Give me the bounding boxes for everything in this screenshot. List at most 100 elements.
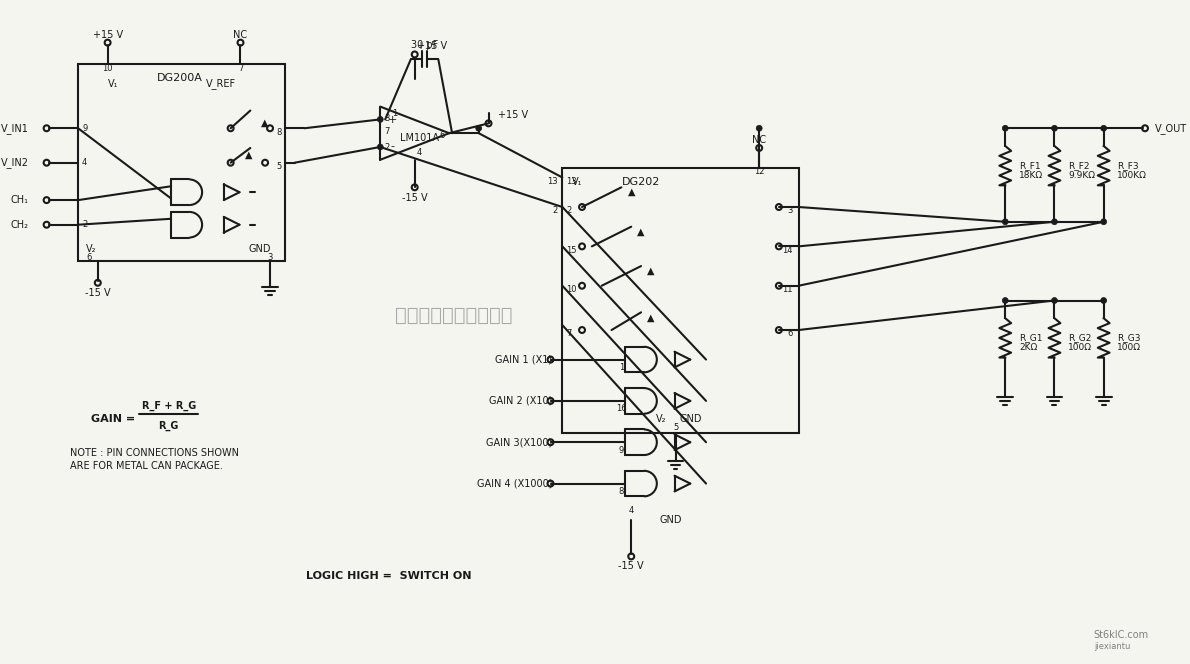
Circle shape xyxy=(377,116,383,122)
Text: 13: 13 xyxy=(546,177,557,186)
Text: 2: 2 xyxy=(552,207,557,215)
Text: -15 V: -15 V xyxy=(402,193,427,203)
Text: GND: GND xyxy=(679,414,702,424)
Text: CH₁: CH₁ xyxy=(11,195,29,205)
Text: V_IN1: V_IN1 xyxy=(1,123,29,133)
Text: 12: 12 xyxy=(754,167,764,176)
Text: 7: 7 xyxy=(566,329,571,339)
Text: GAIN 3(X100): GAIN 3(X100) xyxy=(487,437,552,448)
Text: 10: 10 xyxy=(102,64,113,73)
Circle shape xyxy=(1101,125,1107,131)
Text: DG200A: DG200A xyxy=(157,73,202,83)
Text: 14: 14 xyxy=(782,246,793,255)
Text: R_G1: R_G1 xyxy=(1019,333,1042,343)
Text: +15 V: +15 V xyxy=(499,110,528,120)
Text: ▲: ▲ xyxy=(262,118,269,127)
Text: -: - xyxy=(390,141,394,151)
Text: 2: 2 xyxy=(82,220,87,229)
Text: ▲: ▲ xyxy=(627,187,635,197)
Text: R_F2: R_F2 xyxy=(1069,161,1090,170)
Bar xyxy=(563,167,798,434)
Text: 100Ω: 100Ω xyxy=(1069,343,1092,352)
Text: R_F3: R_F3 xyxy=(1117,161,1139,170)
Text: V₂: V₂ xyxy=(656,414,666,424)
Text: 3: 3 xyxy=(384,114,390,123)
Text: -15 V: -15 V xyxy=(84,288,111,297)
Text: GAIN =: GAIN = xyxy=(92,414,139,424)
Text: 9: 9 xyxy=(619,446,624,455)
Circle shape xyxy=(377,144,383,150)
Circle shape xyxy=(1052,297,1058,303)
Text: GAIN 1 (X1): GAIN 1 (X1) xyxy=(495,355,552,365)
Text: LM101A: LM101A xyxy=(400,133,439,143)
Text: 8: 8 xyxy=(619,487,624,496)
Text: -15 V: -15 V xyxy=(619,561,644,571)
Text: CH₂: CH₂ xyxy=(11,220,29,230)
Text: 9: 9 xyxy=(82,124,87,133)
Text: 100KΩ: 100KΩ xyxy=(1117,171,1147,180)
Bar xyxy=(79,64,284,261)
Text: 2KΩ: 2KΩ xyxy=(1019,343,1038,352)
Text: +15 V: +15 V xyxy=(93,30,123,40)
Text: 15: 15 xyxy=(566,246,577,255)
Text: 18KΩ: 18KΩ xyxy=(1019,171,1044,180)
Text: 6: 6 xyxy=(788,329,793,339)
Text: NC: NC xyxy=(233,30,248,40)
Text: 4: 4 xyxy=(416,148,422,157)
Text: NOTE : PIN CONNECTIONS SHOWN: NOTE : PIN CONNECTIONS SHOWN xyxy=(70,448,239,458)
Text: 杭州将睽科技有限公司: 杭州将睽科技有限公司 xyxy=(395,305,513,325)
Text: 3: 3 xyxy=(268,253,273,262)
Text: GAIN 4 (X1000): GAIN 4 (X1000) xyxy=(477,479,552,489)
Text: NC: NC xyxy=(752,135,766,145)
Text: St6kIC.com: St6kIC.com xyxy=(1094,630,1150,640)
Text: V₂: V₂ xyxy=(86,244,96,254)
Text: R_G3: R_G3 xyxy=(1117,333,1141,343)
Text: 13: 13 xyxy=(566,177,577,186)
Text: ▲: ▲ xyxy=(245,150,252,160)
Text: R_F + R_G: R_F + R_G xyxy=(142,400,196,411)
Text: V_REF: V_REF xyxy=(206,78,236,90)
Text: 11: 11 xyxy=(782,285,793,294)
Circle shape xyxy=(1052,219,1058,224)
Text: GND: GND xyxy=(659,515,682,525)
Text: GND: GND xyxy=(249,244,271,254)
Text: R_F1: R_F1 xyxy=(1019,161,1040,170)
Text: +15 V: +15 V xyxy=(416,41,446,50)
Text: 4: 4 xyxy=(82,158,87,167)
Text: ▲: ▲ xyxy=(647,266,654,276)
Circle shape xyxy=(1101,297,1107,303)
Text: ▲: ▲ xyxy=(638,226,645,236)
Circle shape xyxy=(1002,125,1008,131)
Text: 10: 10 xyxy=(566,285,577,294)
Text: 30 pF: 30 pF xyxy=(411,40,438,50)
Text: 5: 5 xyxy=(672,423,678,432)
Text: 6: 6 xyxy=(86,253,92,262)
Text: ▲: ▲ xyxy=(647,313,654,323)
Circle shape xyxy=(1101,219,1107,224)
Text: 3: 3 xyxy=(788,207,793,215)
Text: V_IN2: V_IN2 xyxy=(1,157,29,168)
Text: GAIN 2 (X10): GAIN 2 (X10) xyxy=(489,396,552,406)
Text: 7: 7 xyxy=(238,64,243,73)
Text: 16: 16 xyxy=(616,404,627,413)
Text: 100Ω: 100Ω xyxy=(1117,343,1141,352)
Text: V₁: V₁ xyxy=(572,177,583,187)
Text: R_G: R_G xyxy=(158,420,178,431)
Text: LOGIC HIGH =  SWITCH ON: LOGIC HIGH = SWITCH ON xyxy=(307,571,472,581)
Text: 9.9KΩ: 9.9KΩ xyxy=(1069,171,1095,180)
Circle shape xyxy=(1002,219,1008,224)
Text: 8: 8 xyxy=(276,127,282,137)
Text: DG202: DG202 xyxy=(621,177,659,187)
Text: 6: 6 xyxy=(439,131,445,139)
Circle shape xyxy=(756,125,762,131)
Text: V_OUT: V_OUT xyxy=(1154,123,1186,133)
Text: 2: 2 xyxy=(566,207,571,215)
Text: 5: 5 xyxy=(276,162,282,171)
Text: +: + xyxy=(388,116,396,125)
Text: jiexiantu: jiexiantu xyxy=(1094,643,1130,651)
Text: ARE FOR METAL CAN PACKAGE.: ARE FOR METAL CAN PACKAGE. xyxy=(70,461,223,471)
Text: 1: 1 xyxy=(393,109,397,118)
Circle shape xyxy=(1002,297,1008,303)
Circle shape xyxy=(1052,125,1058,131)
Text: R_G2: R_G2 xyxy=(1069,333,1091,343)
